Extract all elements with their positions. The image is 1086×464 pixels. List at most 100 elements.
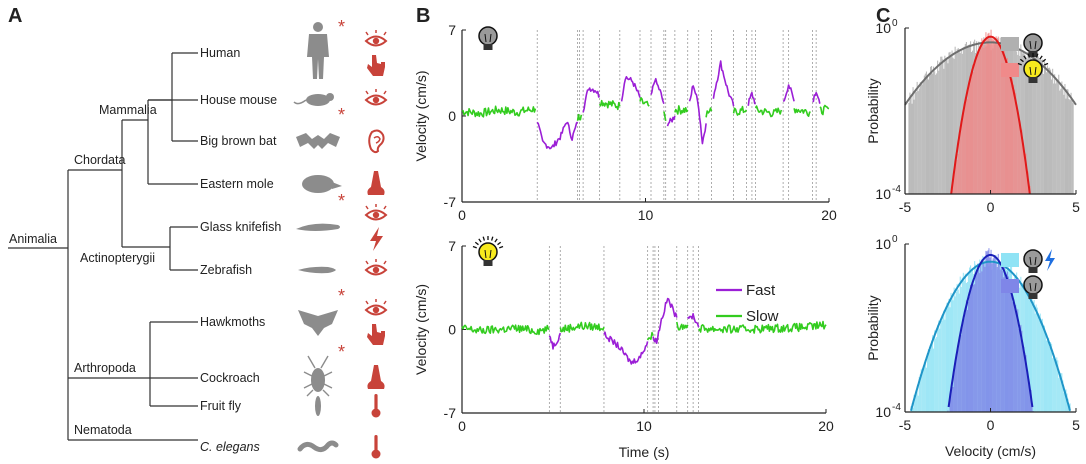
hist-bar (1022, 53, 1024, 194)
hist-bar (951, 381, 953, 412)
hist-bar (959, 53, 961, 194)
hist-bar (1065, 389, 1067, 412)
bulb-ray (497, 241, 502, 246)
bulb-base (1028, 293, 1038, 299)
nose-icon (367, 365, 385, 389)
hist-bar (917, 91, 919, 194)
hist-bar (957, 348, 959, 412)
hist-bar (966, 310, 968, 412)
x-tick-label: 0 (987, 199, 995, 215)
hist-bar (1066, 89, 1068, 194)
eye-icon (364, 89, 388, 106)
bulb-ray (1039, 55, 1043, 60)
hist-bar (976, 54, 978, 194)
ear-outline (368, 129, 385, 154)
hist-bar (977, 53, 979, 194)
animal-silhouette (298, 266, 336, 274)
trace-segment-fast (603, 331, 649, 365)
hist-bar (1027, 375, 1029, 412)
trace-segment-slow (732, 105, 748, 116)
hist-bar (1056, 357, 1058, 412)
eye-icon (364, 299, 388, 316)
hist-bar (1061, 373, 1063, 412)
species-label: Cockroach (200, 371, 260, 385)
eye-lashes (365, 204, 387, 210)
hist-bar (966, 99, 968, 194)
y-tick-label: 10 (875, 236, 891, 252)
hist-bar (1013, 298, 1015, 412)
hist-bar (1063, 392, 1065, 412)
hist-bar (915, 92, 917, 194)
animal-silhouette (296, 133, 340, 149)
bulb-base (483, 44, 493, 50)
hist-bar (926, 76, 928, 194)
hist-bar (912, 87, 914, 194)
y-tick-label: 7 (448, 238, 456, 254)
hist-bar (922, 367, 924, 412)
hist-bar (1025, 355, 1027, 412)
hist-bar (1020, 44, 1022, 195)
legend-swatch (1001, 279, 1019, 293)
trace-segment-slow (819, 104, 830, 116)
trace-segment-fast (650, 77, 665, 104)
hist-bar (998, 263, 1000, 412)
fruitfly-shape (315, 396, 321, 416)
hist-bar (937, 325, 939, 412)
hist-bar (920, 369, 922, 412)
bulb-ray (1019, 58, 1024, 63)
asterisk-mark: * (338, 17, 345, 37)
hist-bar (1023, 346, 1025, 412)
hist-bar (979, 50, 981, 195)
hist-bar (1064, 84, 1066, 194)
trace-segment-slow (576, 113, 583, 121)
hist-bar (1068, 99, 1070, 194)
hist-bar (1005, 280, 1007, 412)
eye-outline (364, 94, 388, 106)
hist-bar (953, 365, 955, 412)
hist-bar (1015, 92, 1017, 194)
hist-bar (946, 57, 948, 195)
nose-icon (367, 171, 385, 195)
hist-bar (935, 74, 937, 194)
hist-bar (1040, 60, 1042, 194)
hand-shape (367, 324, 385, 345)
hist-bar (1020, 130, 1022, 194)
dark-bulb-electric-icon (1023, 249, 1055, 273)
trace-segment-slow (676, 321, 689, 331)
hist-bar (1040, 319, 1042, 412)
hist-bar (1045, 72, 1047, 194)
hist-bar (1022, 140, 1024, 194)
trace-segment-fast (687, 312, 700, 328)
panel-label-c: C (876, 5, 891, 27)
hist-bar (952, 387, 954, 412)
trace-segment-slow (697, 320, 827, 334)
bulb-base (483, 260, 493, 266)
trace-segment-fast (782, 84, 795, 103)
hist-bar (1049, 67, 1051, 194)
hist-bar (1070, 92, 1072, 194)
hist-bar (1024, 54, 1026, 195)
bolt-shape (370, 227, 383, 251)
panel-label-b: B (416, 5, 431, 27)
hist-bar (987, 33, 989, 194)
hist-bar (956, 49, 958, 195)
hist-bar (938, 70, 940, 194)
hist-bar (914, 397, 916, 412)
hist-bar (975, 56, 977, 195)
hist-bar (955, 160, 957, 194)
hist-bar (1058, 378, 1060, 412)
legend-swatch (1001, 63, 1019, 77)
hist-bar (1030, 296, 1032, 412)
touch-hand-icon (367, 55, 385, 76)
legend-swatch (1001, 253, 1019, 267)
x-tick-label: 0 (458, 418, 466, 434)
hist-bar (1027, 51, 1029, 194)
hist-bar (976, 271, 978, 412)
hist-bar (958, 339, 960, 412)
hist-bar (986, 251, 988, 412)
hist-bar (1023, 154, 1025, 194)
hist-bar (1043, 60, 1045, 194)
bulb-filament (1029, 256, 1037, 266)
hist-bar (1051, 343, 1053, 412)
